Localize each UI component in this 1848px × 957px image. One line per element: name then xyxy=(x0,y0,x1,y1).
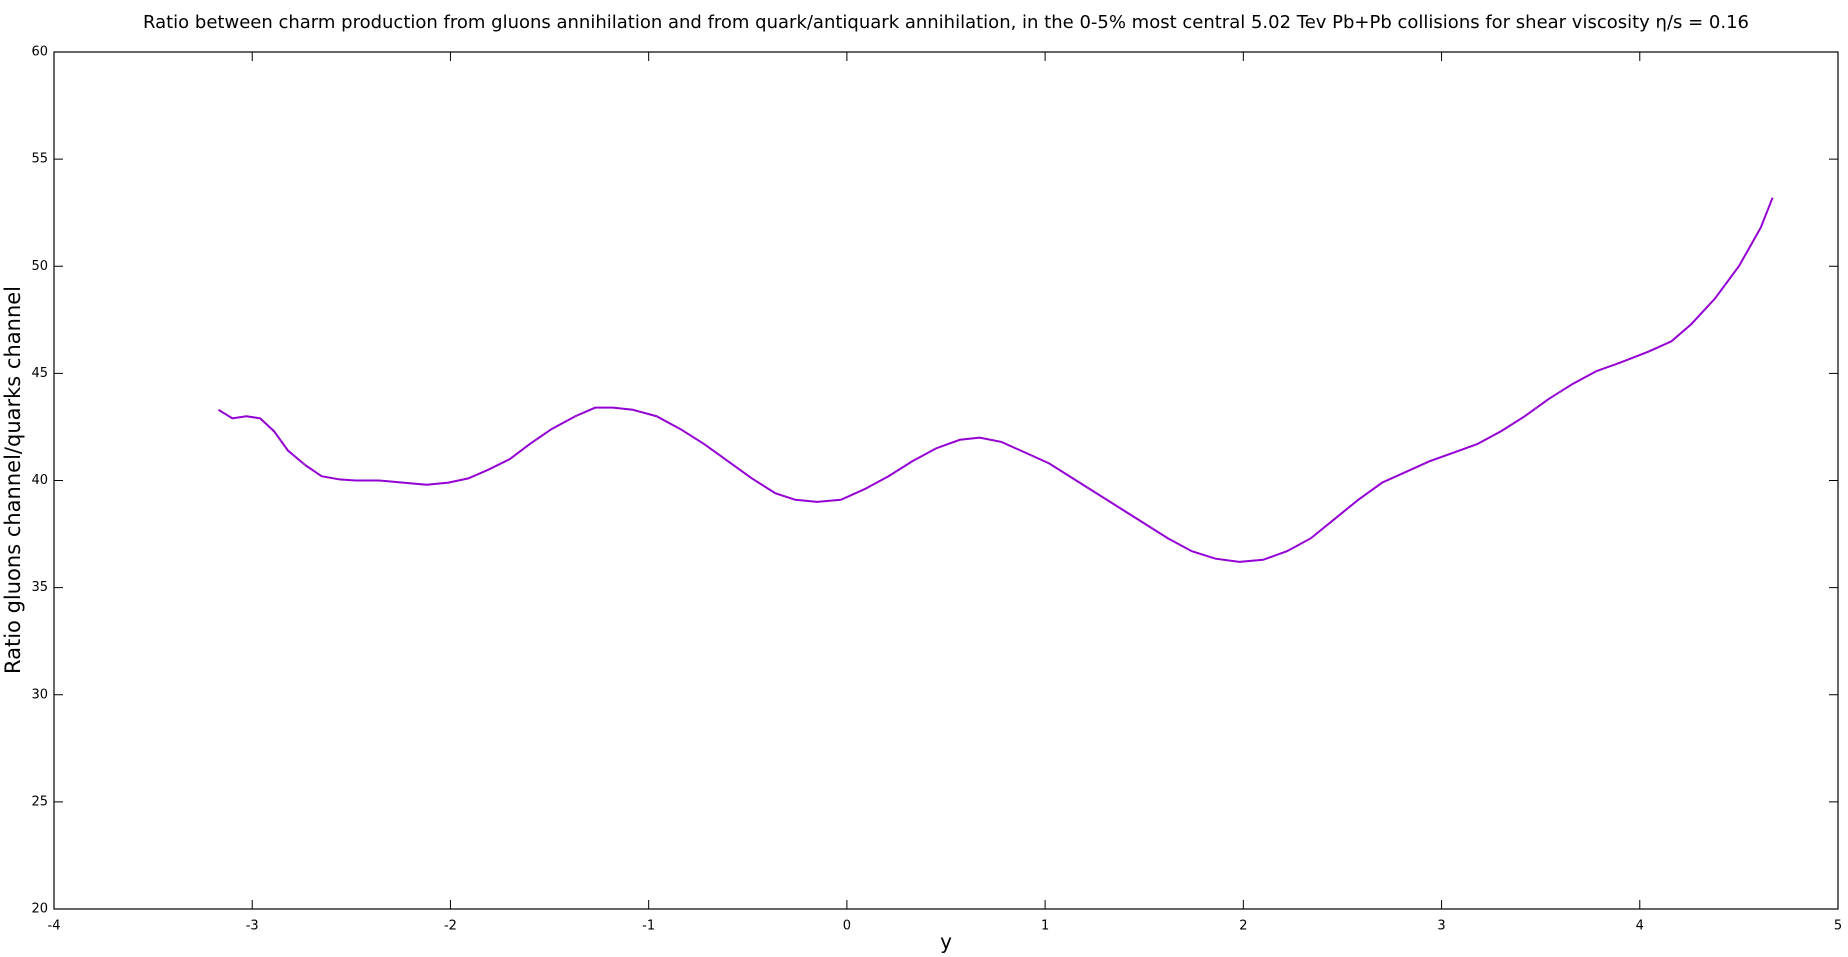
x-tick-label: 4 xyxy=(1636,919,1644,934)
y-tick-label: 50 xyxy=(31,259,48,274)
x-tick-label: 0 xyxy=(843,919,851,934)
x-tick-label: 1 xyxy=(1041,919,1049,934)
x-tick-label: 2 xyxy=(1239,919,1247,934)
plot-frame xyxy=(53,51,1839,910)
x-tick-label: 3 xyxy=(1437,919,1445,934)
y-tick-label: 60 xyxy=(31,45,48,60)
x-tick-label: 5 xyxy=(1834,919,1842,934)
x-tick-label: -1 xyxy=(642,919,655,934)
chart-title: Ratio between charm production from gluo… xyxy=(143,12,1749,33)
y-tick-label: 25 xyxy=(31,794,48,809)
x-tick-label: -3 xyxy=(246,919,259,934)
y-tick-label: 45 xyxy=(31,366,48,381)
y-tick-label: 40 xyxy=(31,473,48,488)
x-tick-label: -2 xyxy=(444,919,457,934)
x-axis-label: y xyxy=(940,930,952,954)
y-tick-label: 35 xyxy=(31,580,48,595)
y-tick-label: 20 xyxy=(31,902,48,917)
data-line xyxy=(217,197,1774,563)
y-tick-label: 30 xyxy=(31,687,48,702)
y-axis-label: Ratio gluons channel/quarks channel xyxy=(1,286,25,674)
y-tick-label: 55 xyxy=(31,152,48,167)
x-tick-label: -4 xyxy=(48,919,61,934)
